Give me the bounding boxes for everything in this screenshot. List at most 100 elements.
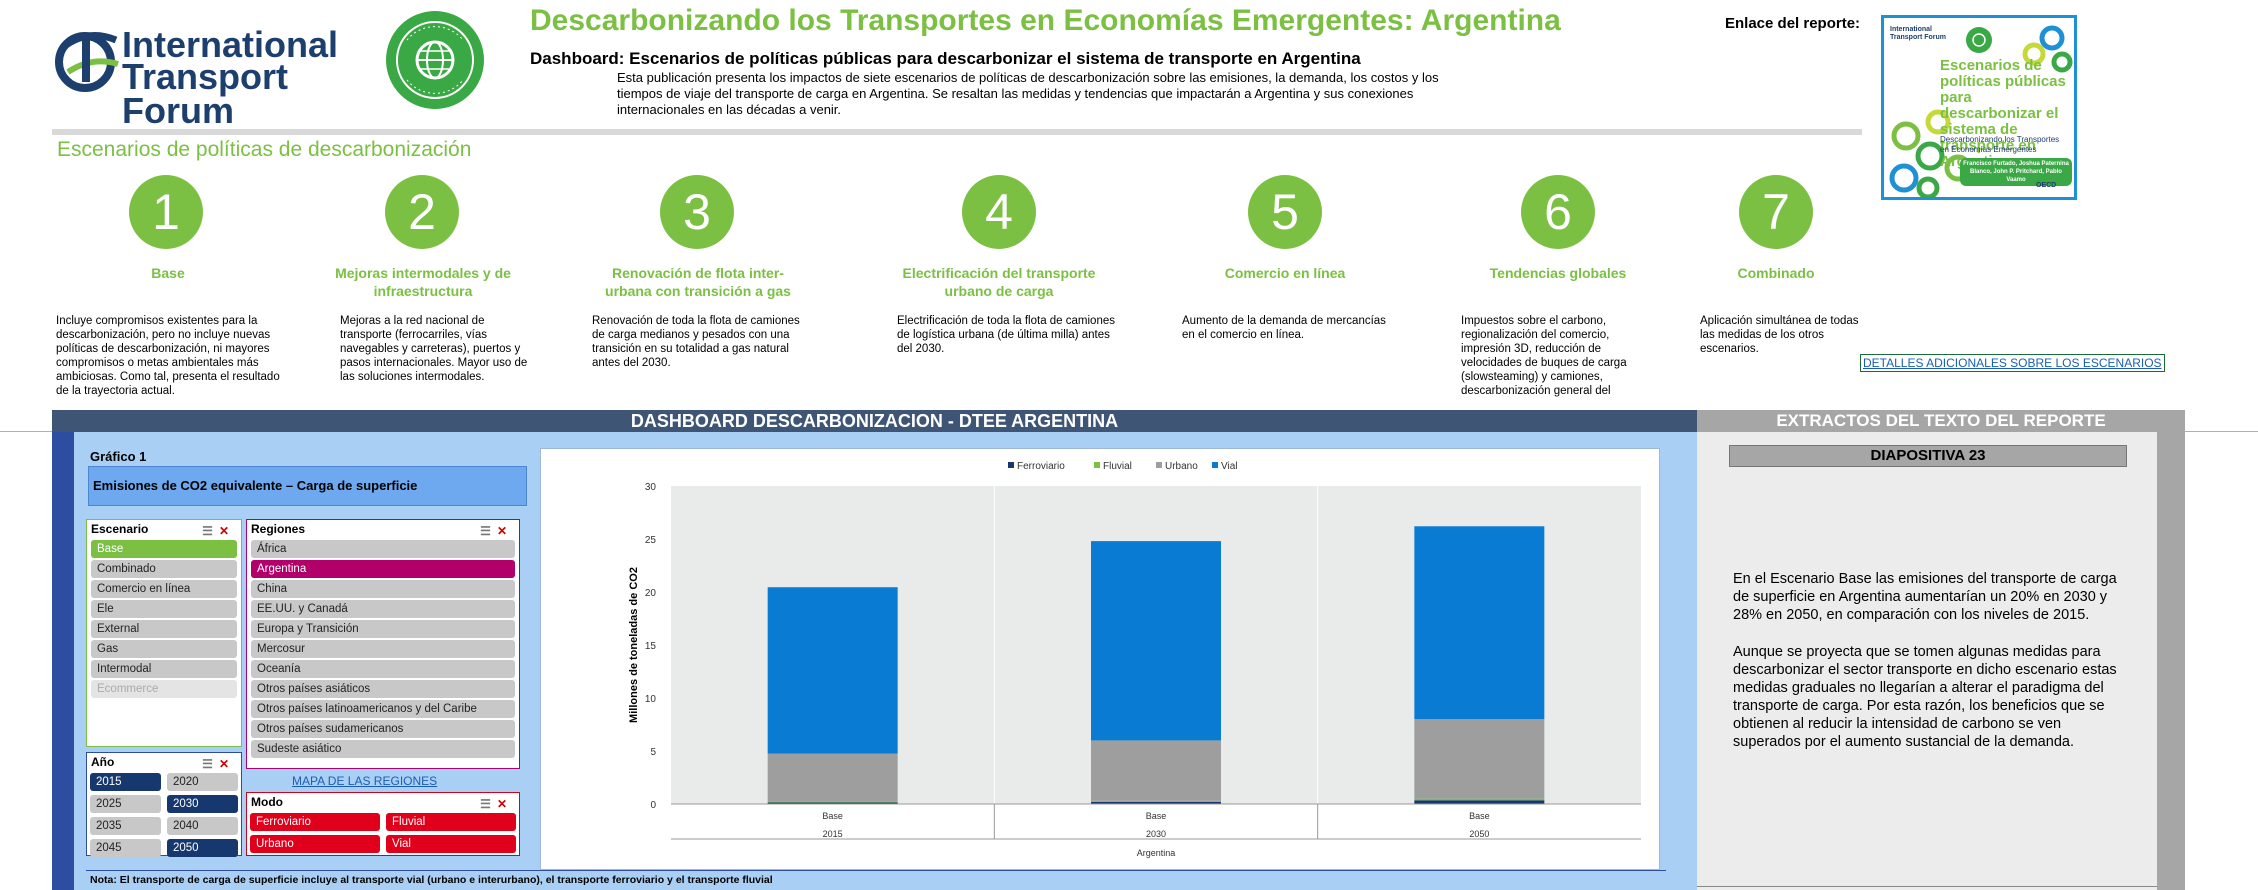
extract-paragraph-1: En el Escenario Base las emisiones del t… (1733, 571, 2117, 623)
slicer-items: 2015 2020 2025 2030 2035 2040 2045 2050 (87, 771, 241, 859)
scenario-title: Comercio en línea (1224, 265, 1346, 281)
clear-filter-icon[interactable]: ✕ (496, 524, 513, 538)
bar-segment-vial (1091, 541, 1221, 741)
bar-segment-vial (1414, 526, 1545, 720)
slicer-option-anio[interactable]: 2025 (90, 795, 161, 813)
scenario-number: 1 (129, 175, 203, 249)
legend-swatch (1008, 462, 1014, 468)
slicer-option-regiones[interactable]: Mercosur (251, 640, 515, 658)
scenario-text: Mejoras a la red nacional de transporte … (340, 315, 528, 383)
scenario-title: Electrificación del transporte urbano de… (902, 265, 1096, 299)
chart-svg: Ferroviario Fluvial Urbano Vial 0 5 10 15 20 25 30… (628, 461, 1641, 858)
slicer-option-regiones[interactable]: África (251, 540, 515, 558)
bar-segment-ferroviario (1091, 801, 1221, 804)
clear-filter-icon[interactable]: ✕ (218, 524, 235, 538)
header-divider (52, 129, 1862, 135)
slicer-option-regiones[interactable]: Europa y Transición (251, 620, 515, 638)
slicer-option-regiones[interactable]: Otros países asiáticos (251, 680, 515, 698)
multiselect-icon[interactable]: ☰ (202, 757, 219, 771)
y-tick-label: 15 (645, 641, 657, 652)
dashboard-header: DASHBOARD DESCARBONIZACION - DTEE ARGENT… (52, 410, 1697, 432)
scenario-number: 3 (660, 175, 734, 249)
slicer-option-escenario[interactable]: Comercio en línea (91, 580, 237, 598)
scenario-number: 5 (1248, 175, 1322, 249)
scenario-number: 2 (385, 175, 459, 249)
bar-segment-ferroviario (1414, 800, 1545, 804)
slicer-option-regiones[interactable]: Otros países sudamericanos (251, 720, 515, 738)
y-tick-label: 30 (645, 482, 657, 493)
slicer-option-modo[interactable]: Urbano (250, 835, 380, 853)
slicer-option-anio[interactable]: 2030 (167, 795, 238, 813)
slicer-option-anio[interactable]: 2040 (167, 817, 238, 835)
slicer-items: Ferroviario Fluvial Urbano Vial (247, 811, 519, 855)
y-axis-label: Millones de toneladas de CO2 (628, 567, 640, 723)
y-tick-label: 10 (645, 694, 657, 705)
slicer-option-escenario[interactable]: Ele (91, 600, 237, 618)
slicer-option-regiones[interactable]: China (251, 580, 515, 598)
x-tick-label: 2015 (823, 829, 843, 839)
slicer-option-regiones[interactable]: Sudeste asiático (251, 740, 515, 758)
slicer-option-escenario[interactable]: Base (91, 540, 237, 558)
chart-subtitle: Emisiones de CO2 equivalente – Carga de … (88, 466, 527, 506)
slicer-option-anio[interactable]: 2050 (167, 839, 238, 857)
multiselect-icon[interactable]: ☰ (480, 524, 497, 538)
logo-line2: Transport Forum (122, 56, 289, 131)
slicer-title: Año (91, 755, 115, 769)
x-scenario-label: Base (1146, 811, 1167, 821)
scenario-number: 4 (962, 175, 1036, 249)
scenario-title: Combinado (1737, 265, 1815, 281)
slicer-items: Base Combinado Comercio en línea Ele Externa… (87, 540, 241, 698)
slicer-option-modo[interactable]: Fluvial (386, 813, 516, 831)
slicer-header: Regiones ☰✕ (247, 520, 519, 538)
slicer-option-regiones[interactable]: Oceanía (251, 660, 515, 678)
emissions-chart: Ferroviario Fluvial Urbano Vial 0 5 10 15 20 25 30… (540, 448, 1660, 870)
scenario-title: Base (151, 265, 185, 281)
scenario-text: Incluye compromisos existentes para la d… (56, 315, 280, 397)
bar-segment-fluvial (1091, 800, 1221, 802)
x-scenario-label: Base (822, 811, 843, 821)
dti-seal (385, 10, 485, 110)
scenario-text: Electrificación de toda la flota de cami… (897, 315, 1115, 355)
legend-swatch (1212, 462, 1218, 468)
cover-brand: International Transport Forum (1890, 26, 1947, 41)
extracts-right-strip (2157, 432, 2185, 890)
scenarios-title: Escenarios de políticas de descarbonizac… (57, 138, 472, 161)
extracts-panel (1697, 432, 2157, 890)
logo-line1: International (122, 24, 339, 65)
note-divider (86, 870, 1666, 871)
slicer-option-anio[interactable]: 2015 (90, 773, 161, 791)
slicer-option-regiones[interactable]: Argentina (251, 560, 515, 578)
slicer-option-anio[interactable]: 2020 (167, 773, 238, 791)
slicer-option-regiones[interactable]: EE.UU. y Canadá (251, 600, 515, 618)
multiselect-icon[interactable]: ☰ (480, 797, 497, 811)
slicer-option-anio[interactable]: 2045 (90, 839, 161, 857)
chart-label: Gráfico 1 (90, 449, 147, 464)
report-cover-link[interactable]: International Transport Forum Escenarios… (1881, 15, 2077, 200)
slicer-option-anio[interactable]: 2035 (90, 817, 161, 835)
slicer-option-modo[interactable]: Vial (386, 835, 516, 853)
slicer-option-escenario[interactable]: Combinado (91, 560, 237, 578)
slicer-header: Año ☰✕ (87, 753, 241, 771)
multiselect-icon[interactable]: ☰ (202, 524, 219, 538)
slicer-option-escenario[interactable]: Gas (91, 640, 237, 658)
clear-filter-icon[interactable]: ✕ (496, 797, 513, 811)
y-tick-label: 20 (645, 588, 657, 599)
regions-map-link[interactable]: MAPA DE LAS REGIONES (292, 774, 438, 788)
slicer-option-escenario[interactable]: Ecommerce (91, 680, 237, 698)
scenario-details-link[interactable]: DETALLES ADICIONALES SOBRE LOS ESCENARIO… (1860, 354, 2165, 372)
slicer-option-regiones[interactable]: Otros países latinoamericanos y del Cari… (251, 700, 515, 718)
slicer-option-escenario[interactable]: Intermodal (91, 660, 237, 678)
clear-filter-icon[interactable]: ✕ (218, 757, 235, 771)
x-scenario-label: Base (1469, 811, 1490, 821)
extracts-header: EXTRACTOS DEL TEXTO DEL REPORTE (1697, 410, 2185, 432)
slicer-option-modo[interactable]: Ferroviario (250, 813, 380, 831)
slicer-title: Escenario (91, 522, 149, 536)
y-tick-label: 5 (650, 747, 656, 758)
x-tick-label: 2030 (1146, 829, 1166, 839)
slicer-header: Escenario ☰✕ (87, 520, 241, 538)
dti-seal-icon (386, 11, 484, 109)
slicer-option-escenario[interactable]: External (91, 620, 237, 638)
scenario-number: 7 (1739, 175, 1813, 249)
bar-segment-fluvial (1414, 798, 1545, 801)
cover-pattern-icon (1889, 25, 2073, 197)
